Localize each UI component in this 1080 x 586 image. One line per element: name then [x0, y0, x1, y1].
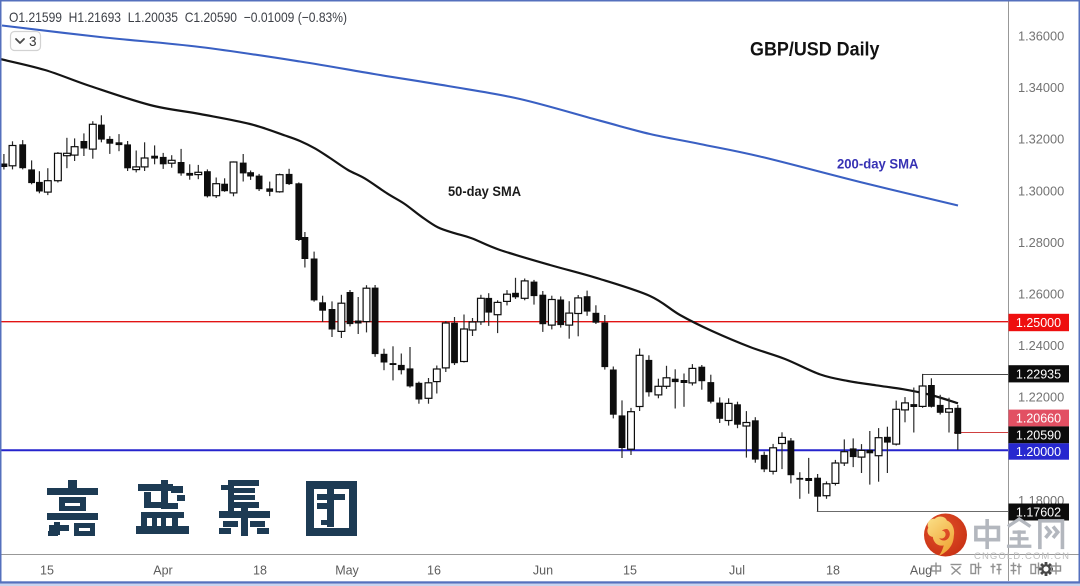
- svg-text:18: 18: [253, 564, 267, 578]
- svg-text:Aug: Aug: [910, 564, 932, 578]
- svg-text:15: 15: [40, 564, 54, 578]
- svg-text:1.32000: 1.32000: [1018, 132, 1064, 147]
- svg-text:50-day SMA: 50-day SMA: [448, 184, 521, 199]
- svg-text:O1.21599 H1.21693 L1.20035: O1.21599 H1.21693 L1.20035 C1.20590 −0.0…: [9, 9, 347, 25]
- svg-text:1.36000: 1.36000: [1018, 29, 1064, 44]
- svg-text:Jun: Jun: [533, 564, 553, 578]
- svg-text:GBP/USD Daily: GBP/USD Daily: [750, 40, 880, 61]
- svg-text:200-day SMA: 200-day SMA: [837, 157, 919, 172]
- svg-text:1.22935: 1.22935: [1016, 367, 1061, 381]
- svg-text:Apr: Apr: [153, 564, 172, 578]
- svg-text:1.34000: 1.34000: [1018, 80, 1064, 95]
- svg-text:1.20000: 1.20000: [1016, 445, 1061, 459]
- svg-text:May: May: [335, 564, 359, 578]
- svg-text:16: 16: [427, 564, 441, 578]
- svg-text:1.26000: 1.26000: [1018, 287, 1064, 302]
- svg-text:1.20660: 1.20660: [1016, 412, 1061, 426]
- svg-text:1.22000: 1.22000: [1018, 390, 1064, 405]
- svg-text:1.24000: 1.24000: [1018, 338, 1064, 353]
- svg-text:CNGOLD.COM.CN: CNGOLD.COM.CN: [974, 551, 1070, 562]
- svg-text:1.20590: 1.20590: [1016, 429, 1061, 443]
- svg-text:18: 18: [826, 564, 840, 578]
- svg-text:15: 15: [623, 564, 637, 578]
- svg-text:1.17602: 1.17602: [1016, 506, 1061, 520]
- svg-text:1.25000: 1.25000: [1016, 316, 1061, 330]
- svg-text:1.28000: 1.28000: [1018, 235, 1064, 250]
- svg-text:1.30000: 1.30000: [1018, 183, 1064, 198]
- svg-text:3: 3: [29, 34, 37, 49]
- svg-text:Jul: Jul: [729, 564, 745, 578]
